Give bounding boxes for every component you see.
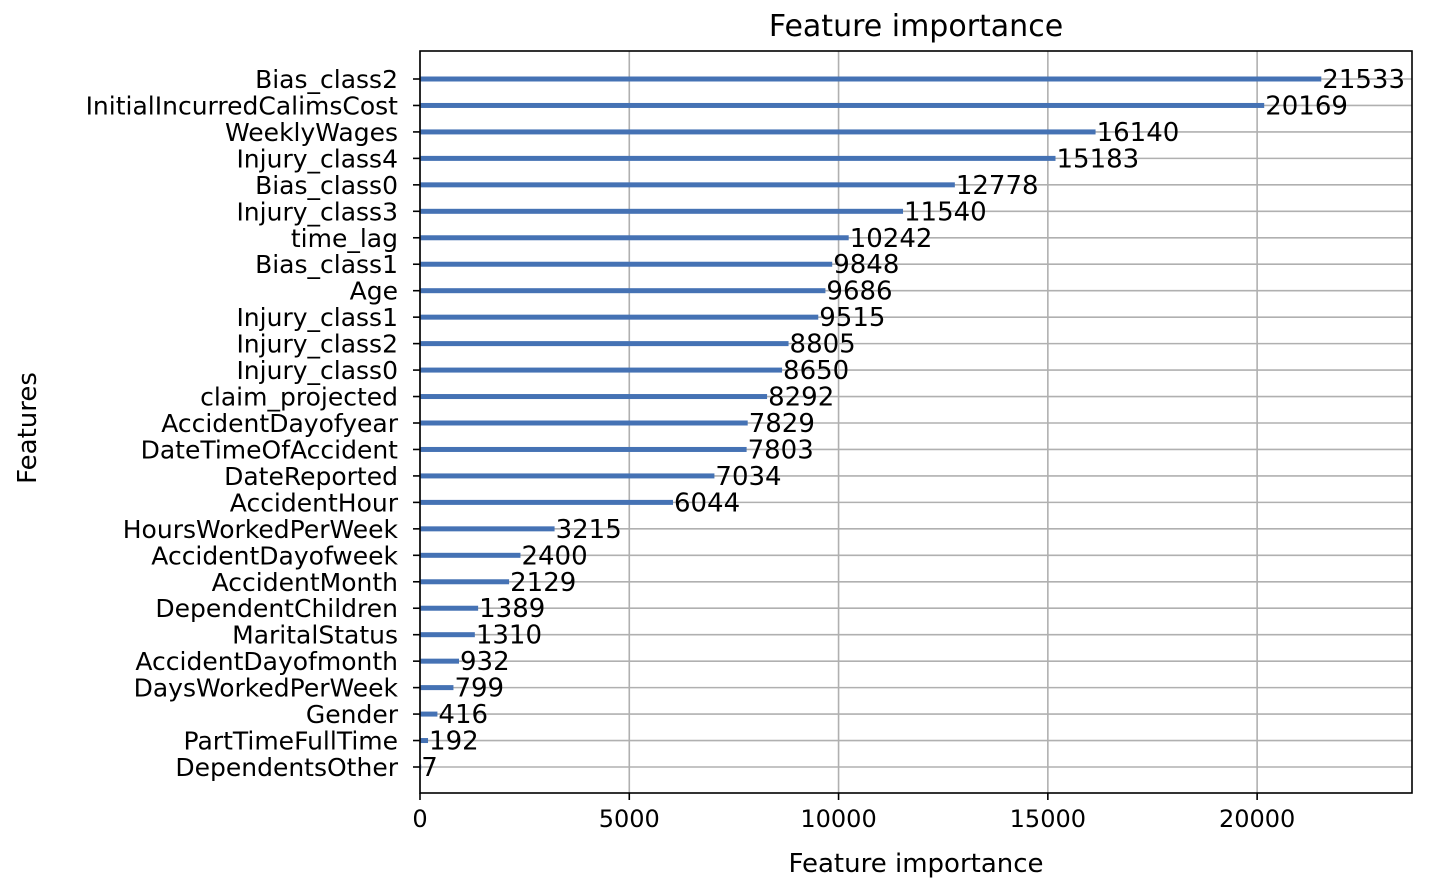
bar-Injury_class2: [420, 341, 789, 347]
value-label: 7034: [715, 462, 781, 492]
value-label: 932: [460, 647, 510, 677]
y-tick-label: Bias_class1: [255, 250, 398, 279]
x-axis-title: Feature importance: [788, 849, 1043, 879]
bar-Injury_class0: [420, 367, 783, 373]
y-tick-label: Bias_class2: [255, 65, 398, 94]
value-labels: 2153320169161401518312778115401024298489…: [421, 65, 1405, 783]
bar-AccidentDayofweek: [420, 552, 521, 558]
bar-DaysWorkedPerWeek: [420, 685, 454, 691]
y-tick-label: AccidentMonth: [212, 568, 398, 597]
y-tick-label: Age: [350, 277, 398, 306]
value-label: 1389: [479, 594, 545, 624]
value-label: 7829: [749, 409, 815, 439]
value-label: 799: [454, 674, 504, 704]
y-tick-label: Injury_class4: [236, 144, 398, 173]
bar-Bias_class0: [420, 182, 955, 188]
y-tick-label: DaysWorkedPerWeek: [134, 674, 399, 703]
bar-WeeklyWages: [420, 129, 1096, 135]
y-axis-ticks: Bias_class2InitialIncurredCalimsCostWeek…: [86, 65, 420, 782]
bar-Injury_class4: [420, 155, 1056, 161]
y-tick-label: claim_projected: [200, 383, 398, 412]
y-tick-label: Injury_class3: [236, 197, 398, 226]
y-tick-label: Injury_class0: [236, 356, 398, 385]
y-tick-label: HoursWorkedPerWeek: [123, 515, 399, 544]
y-tick-label: Injury_class1: [236, 303, 398, 332]
y-tick-label: DependentsOther: [175, 753, 398, 782]
bar-AccidentDayofyear: [420, 420, 748, 426]
value-label: 416: [438, 700, 488, 730]
y-tick-label: InitialIncurredCalimsCost: [86, 91, 399, 120]
y-tick-label: time_lag: [291, 224, 398, 253]
plot-area-frame: [419, 50, 1413, 794]
bar-HoursWorkedPerWeek: [420, 526, 555, 532]
bar-MaritalStatus: [420, 632, 475, 638]
value-label: 8292: [768, 383, 834, 413]
y-tick-label: AccidentDayofmonth: [135, 647, 398, 676]
y-tick-label: AccidentDayofyear: [161, 409, 399, 438]
value-label: 11540: [904, 197, 987, 227]
bar-InitialIncurredCalimsCost: [420, 102, 1265, 108]
bar-time_lag: [420, 235, 849, 241]
y-tick-label: AccidentHour: [230, 488, 399, 517]
bar-claim_projected: [420, 394, 768, 400]
bar-DateTimeOfAccident: [420, 446, 747, 452]
y-tick-label: MaritalStatus: [232, 621, 398, 650]
y-tick-label: DateTimeOfAccident: [141, 435, 399, 464]
x-axis-ticks: 0 5000 10000 15000 20000: [412, 793, 1295, 833]
value-label: 7: [421, 753, 438, 783]
value-label: 2129: [510, 568, 576, 598]
bar-DependentChildren: [420, 605, 479, 611]
y-tick-label: Gender: [306, 700, 399, 729]
x-tick-label: 20000: [1219, 805, 1295, 833]
value-label: 9686: [826, 277, 892, 307]
y-tick-label: Bias_class0: [255, 171, 398, 200]
value-label: 16140: [1097, 118, 1180, 148]
bar-Injury_class1: [420, 314, 819, 320]
x-tick-label: 10000: [800, 805, 876, 833]
bar-AccidentHour: [420, 499, 673, 505]
value-label: 192: [429, 727, 479, 757]
bar-PartTimeFullTime: [420, 738, 429, 744]
value-label: 6044: [674, 488, 740, 518]
value-label: 2400: [521, 541, 587, 571]
bar-AccidentDayofmonth: [420, 658, 460, 664]
value-label: 21533: [1322, 65, 1405, 95]
x-tick-label: 0: [412, 805, 427, 833]
value-label: 15183: [1057, 144, 1140, 174]
y-tick-label: AccidentDayofweek: [151, 541, 398, 570]
bar-AccidentMonth: [420, 579, 510, 585]
y-axis-title: Features: [13, 372, 43, 484]
bar-Gender: [420, 711, 438, 717]
y-tick-label: DateReported: [224, 462, 398, 491]
value-label: 8805: [790, 330, 856, 360]
value-label: 10242: [850, 224, 933, 254]
y-tick-label: Injury_class2: [236, 330, 398, 359]
chart-title: Feature importance: [769, 9, 1063, 44]
value-label: 3215: [556, 515, 622, 545]
bar-Bias_class2: [420, 76, 1322, 82]
bar-Injury_class3: [420, 208, 904, 214]
bar-Age: [420, 288, 826, 294]
y-tick-label: PartTimeFullTime: [184, 727, 398, 756]
value-label: 7803: [748, 435, 814, 465]
bar-Bias_class1: [420, 261, 833, 267]
x-tick-label: 5000: [599, 805, 660, 833]
value-label: 9848: [833, 250, 899, 280]
value-label: 1310: [476, 621, 542, 651]
value-label: 12778: [956, 171, 1039, 201]
bar-DateReported: [420, 473, 715, 479]
value-label: 8650: [783, 356, 849, 386]
value-label: 9515: [819, 303, 885, 333]
y-tick-label: WeeklyWages: [225, 118, 398, 147]
bars: [420, 76, 1322, 770]
x-tick-label: 15000: [1010, 805, 1086, 833]
y-tick-label: DependentChildren: [155, 594, 398, 623]
value-label: 20169: [1265, 91, 1348, 121]
